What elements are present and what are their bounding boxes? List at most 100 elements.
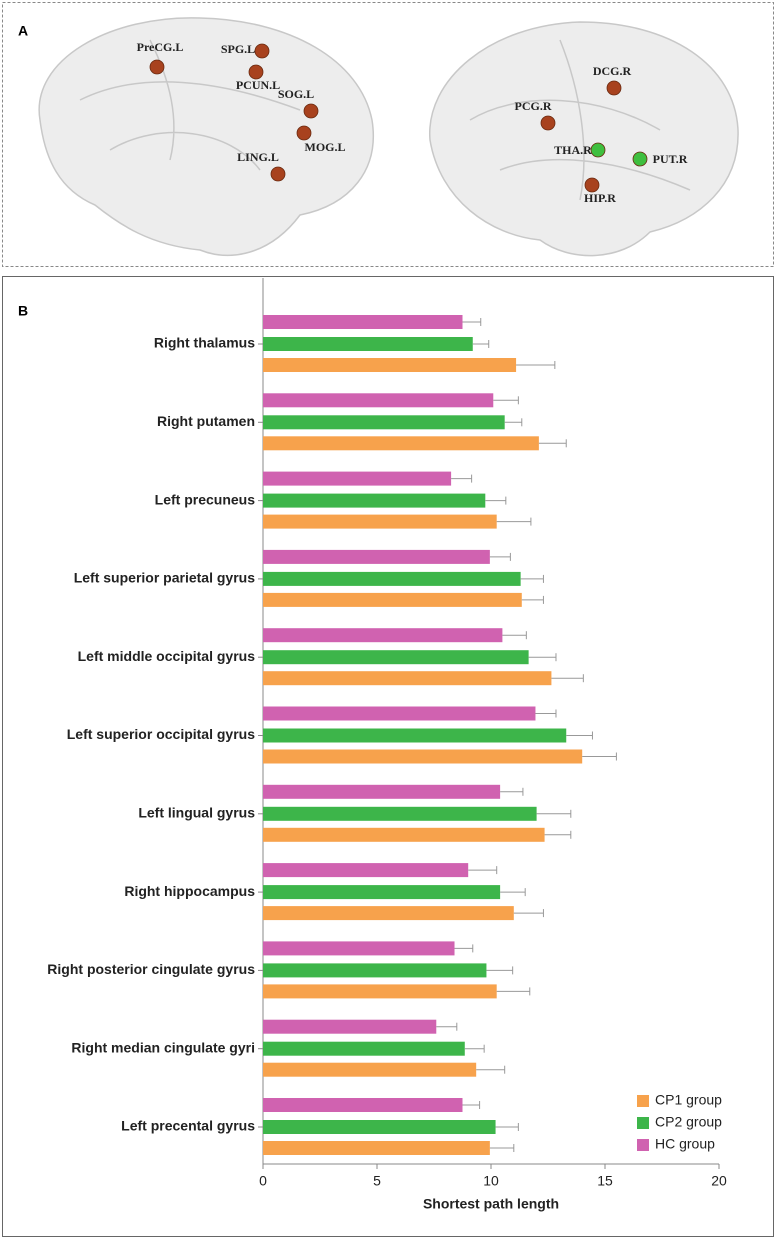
x-tick-label: 20: [711, 1173, 727, 1189]
bar: [263, 1019, 437, 1034]
node-label: THA.R: [554, 143, 592, 157]
error-bar: [472, 340, 490, 348]
brain-node: [149, 59, 165, 75]
bar: [263, 393, 494, 408]
brain-node: [590, 142, 606, 158]
error-bar: [468, 866, 498, 875]
brain-node: [303, 103, 319, 119]
left-brain: [38, 17, 374, 256]
error-bar: [544, 830, 572, 839]
bar: [263, 549, 490, 564]
y-tick-label: Right putamen: [157, 413, 255, 429]
brain-node: [270, 166, 286, 182]
error-bar: [489, 552, 511, 561]
legend-label: HC group: [655, 1136, 715, 1152]
error-bar: [476, 1065, 506, 1074]
bar: [263, 1062, 477, 1077]
bar: [263, 906, 514, 921]
node-label: SOG.L: [278, 87, 314, 101]
bar: [263, 984, 497, 999]
error-bar: [582, 752, 617, 761]
node-label: MOG.L: [305, 140, 346, 154]
x-axis-title: Shortest path length: [423, 1196, 559, 1212]
right-brain: [429, 21, 739, 257]
bar: [263, 315, 463, 329]
legend-swatch: [637, 1117, 649, 1129]
x-tick-label: 0: [259, 1173, 267, 1189]
x-tick-label: 5: [373, 1173, 381, 1189]
error-bar: [521, 595, 544, 604]
legend-label: CP2 group: [655, 1114, 722, 1130]
bar: [263, 358, 517, 372]
brain-node: [248, 64, 264, 80]
y-tick-label: Left superior parietal gyrus: [74, 570, 255, 586]
y-tick-label: Left precental gyrus: [121, 1118, 255, 1134]
bar: [263, 784, 501, 799]
node-label: LING.L: [237, 150, 279, 164]
error-bar: [464, 1044, 485, 1053]
error-bar: [462, 1101, 481, 1109]
bar: [263, 650, 529, 665]
error-bar: [520, 574, 544, 583]
bar: [263, 885, 501, 900]
error-bar: [496, 987, 531, 996]
bar: [263, 963, 487, 978]
panel-label: A: [18, 23, 28, 39]
y-tick-label: Right thalamus: [154, 335, 255, 351]
bar: [263, 1098, 463, 1112]
bar: [263, 827, 545, 842]
bar: [263, 592, 522, 607]
bar: [263, 671, 552, 686]
panel-label: B: [18, 303, 28, 319]
bar: [263, 337, 473, 351]
error-bar: [535, 709, 557, 718]
error-bar: [454, 944, 474, 953]
bar: [263, 863, 469, 878]
bar: [263, 1141, 490, 1155]
bar: [263, 749, 583, 764]
bar: [263, 1120, 496, 1134]
brain-node: [606, 80, 622, 96]
error-bar: [538, 439, 567, 448]
error-bar: [551, 674, 584, 683]
legend-swatch: [637, 1139, 649, 1151]
error-bar: [496, 517, 532, 526]
bar: [263, 471, 452, 486]
bar: [263, 728, 567, 743]
error-bar: [495, 1123, 519, 1131]
bar: [263, 806, 537, 821]
error-bar: [513, 909, 544, 918]
y-tick-label: Left lingual gyrus: [138, 805, 255, 821]
node-label: PCG.R: [515, 99, 552, 113]
error-bar: [500, 888, 526, 897]
y-tick-label: Right median cingulate gyri: [71, 1039, 255, 1055]
bar: [263, 571, 521, 586]
bar: [263, 628, 503, 643]
bar: [263, 941, 455, 956]
bar: [263, 1041, 465, 1056]
error-bar: [528, 653, 557, 662]
error-bar: [502, 631, 527, 640]
error-bar: [486, 966, 514, 975]
brain-node: [632, 151, 648, 167]
node-label: PCUN.L: [236, 78, 280, 92]
bar: [263, 706, 536, 721]
error-bar: [436, 1022, 458, 1031]
error-bar: [566, 731, 593, 740]
error-bar: [493, 396, 519, 405]
error-bar: [485, 496, 507, 505]
bar: [263, 493, 486, 508]
bar: [263, 436, 539, 451]
y-tick-label: Right hippocampus: [124, 883, 255, 899]
error-bar: [489, 1144, 515, 1152]
error-bar: [500, 787, 524, 796]
legend-label: CP1 group: [655, 1092, 722, 1108]
legend-swatch: [637, 1095, 649, 1107]
brain-node: [540, 115, 556, 131]
bar: [263, 514, 497, 529]
error-bar: [504, 418, 523, 427]
error-bar: [536, 809, 572, 818]
y-tick-label: Right posterior cingulate gyrus: [47, 961, 255, 977]
bar: [263, 415, 505, 430]
